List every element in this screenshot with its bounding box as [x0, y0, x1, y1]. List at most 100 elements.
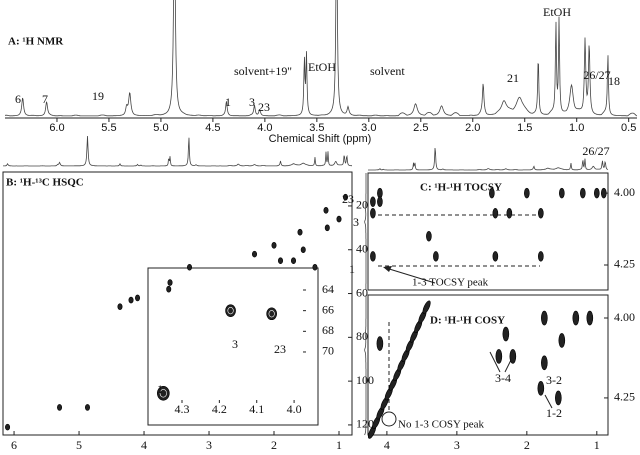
x-tick-label: 4.2: [212, 402, 227, 416]
arrow: [385, 267, 436, 284]
peak-label: 1-2: [546, 406, 562, 420]
x-tick-label: 1.5: [517, 122, 532, 134]
cross-peak: [502, 326, 510, 342]
cross-peak: [538, 207, 544, 219]
y-tick-label: 70: [322, 344, 334, 358]
cross-peak: [509, 349, 517, 364]
peak-label: solvent+19'': [234, 64, 292, 78]
y-tick-label: 80: [356, 329, 368, 343]
peak-label: 18: [608, 74, 620, 88]
peak-label: 3: [353, 215, 359, 229]
x-tick-label: 4: [384, 438, 390, 452]
x-tick-label: 4.0: [287, 402, 302, 416]
peak-label: 23: [342, 192, 354, 206]
y-tick-label: 4.00: [614, 185, 635, 199]
x-tick-label: 5.0: [153, 122, 168, 134]
x-tick-label: 2.0: [465, 122, 480, 134]
x-tick-label: 2: [524, 438, 530, 452]
x-tick-label: 4: [141, 438, 147, 452]
peak-label: 1: [349, 262, 355, 276]
y-tick-label: 120: [356, 417, 374, 431]
x-tick-label: 6: [11, 438, 17, 452]
x-tick-label: 1: [594, 438, 600, 452]
cross-peak: [495, 349, 503, 364]
cross-peak: [323, 207, 329, 214]
panel-title: D: ¹H-¹H COSY: [430, 315, 505, 327]
y-tick-label: 100: [356, 373, 374, 387]
peak-label: 1-3 TOCSY peak: [412, 277, 489, 289]
x-tick-label: 2.5: [413, 122, 428, 134]
cross-peak: [601, 187, 607, 199]
y-tick-label: 4.00: [614, 310, 635, 324]
projection-trace: [364, 295, 367, 436]
cross-peak: [492, 251, 499, 262]
cross-peak: [541, 310, 548, 326]
arrow: [489, 351, 501, 373]
cross-peak: [135, 294, 141, 302]
peak-label: 3: [232, 337, 238, 351]
contour: [268, 310, 275, 318]
cross-peak: [377, 196, 383, 208]
projection-trace: [364, 173, 367, 290]
diagonal-peak: [422, 300, 431, 314]
cross-peak: [538, 251, 544, 262]
cross-peak: [128, 296, 134, 304]
x-tick-label: 3: [206, 438, 212, 452]
cross-peak: [586, 310, 594, 326]
cross-peak: [343, 193, 349, 201]
spectrum-trace: [5, 0, 638, 117]
peak-label: 23: [274, 342, 286, 356]
x-tick-label: 4.5: [205, 122, 220, 134]
panel-title: B: ¹H-¹³C HSQC: [6, 177, 84, 189]
peak-label: 26/27: [582, 144, 609, 158]
peak-label: 21: [507, 71, 519, 85]
cross-peak: [524, 187, 530, 199]
x-tick-label: 5: [76, 438, 82, 452]
peak-label: 23: [258, 100, 270, 114]
x-tick-label: 6.0: [49, 122, 64, 134]
cross-peak: [166, 285, 172, 293]
cross-peak: [555, 390, 562, 406]
cross-peak: [167, 279, 173, 286]
peak-label: 3: [249, 95, 255, 109]
panel-frame: [367, 172, 609, 291]
cross-peak: [506, 207, 513, 219]
panel-frame: [367, 294, 609, 436]
projection-trace: [368, 147, 609, 171]
x-tick-label: 5.5: [101, 122, 116, 134]
cross-peak: [489, 187, 495, 199]
contour: [159, 389, 167, 398]
empty-circle: [381, 411, 397, 427]
arrow-head: [383, 266, 392, 272]
cross-peak: [271, 242, 277, 249]
y-tick-label: 66: [322, 302, 334, 316]
peak-label: 19: [92, 89, 104, 103]
cross-peak: [594, 187, 600, 199]
inset-frame: [147, 267, 319, 426]
cross-peak: [426, 230, 432, 242]
x-tick-label: 3.5: [309, 122, 324, 134]
y-tick-label: 4.25: [614, 257, 635, 271]
cross-peak: [291, 257, 297, 264]
cross-peak: [300, 246, 306, 254]
cross-peak: [580, 187, 586, 199]
y-tick-label: 64: [322, 282, 334, 296]
peak-label: solvent: [370, 64, 405, 78]
peak-label: 7: [42, 92, 48, 106]
cross-peak: [370, 207, 376, 219]
cross-peak: [84, 404, 90, 411]
peak-label: 26/27: [583, 68, 610, 82]
cross-peak: [57, 404, 63, 411]
contour: [227, 307, 234, 315]
x-tick-label: 4.3: [175, 402, 190, 416]
x-tick-label: 2: [271, 438, 277, 452]
cross-peak: [312, 263, 318, 271]
cross-peak: [433, 251, 439, 262]
peak-label: No 1-3 COSY peak: [398, 419, 485, 431]
cross-peak: [187, 263, 193, 271]
cross-peak: [559, 187, 565, 199]
cross-peak: [297, 228, 303, 236]
cross-peak: [117, 303, 123, 310]
spectrum: [5, 0, 638, 117]
